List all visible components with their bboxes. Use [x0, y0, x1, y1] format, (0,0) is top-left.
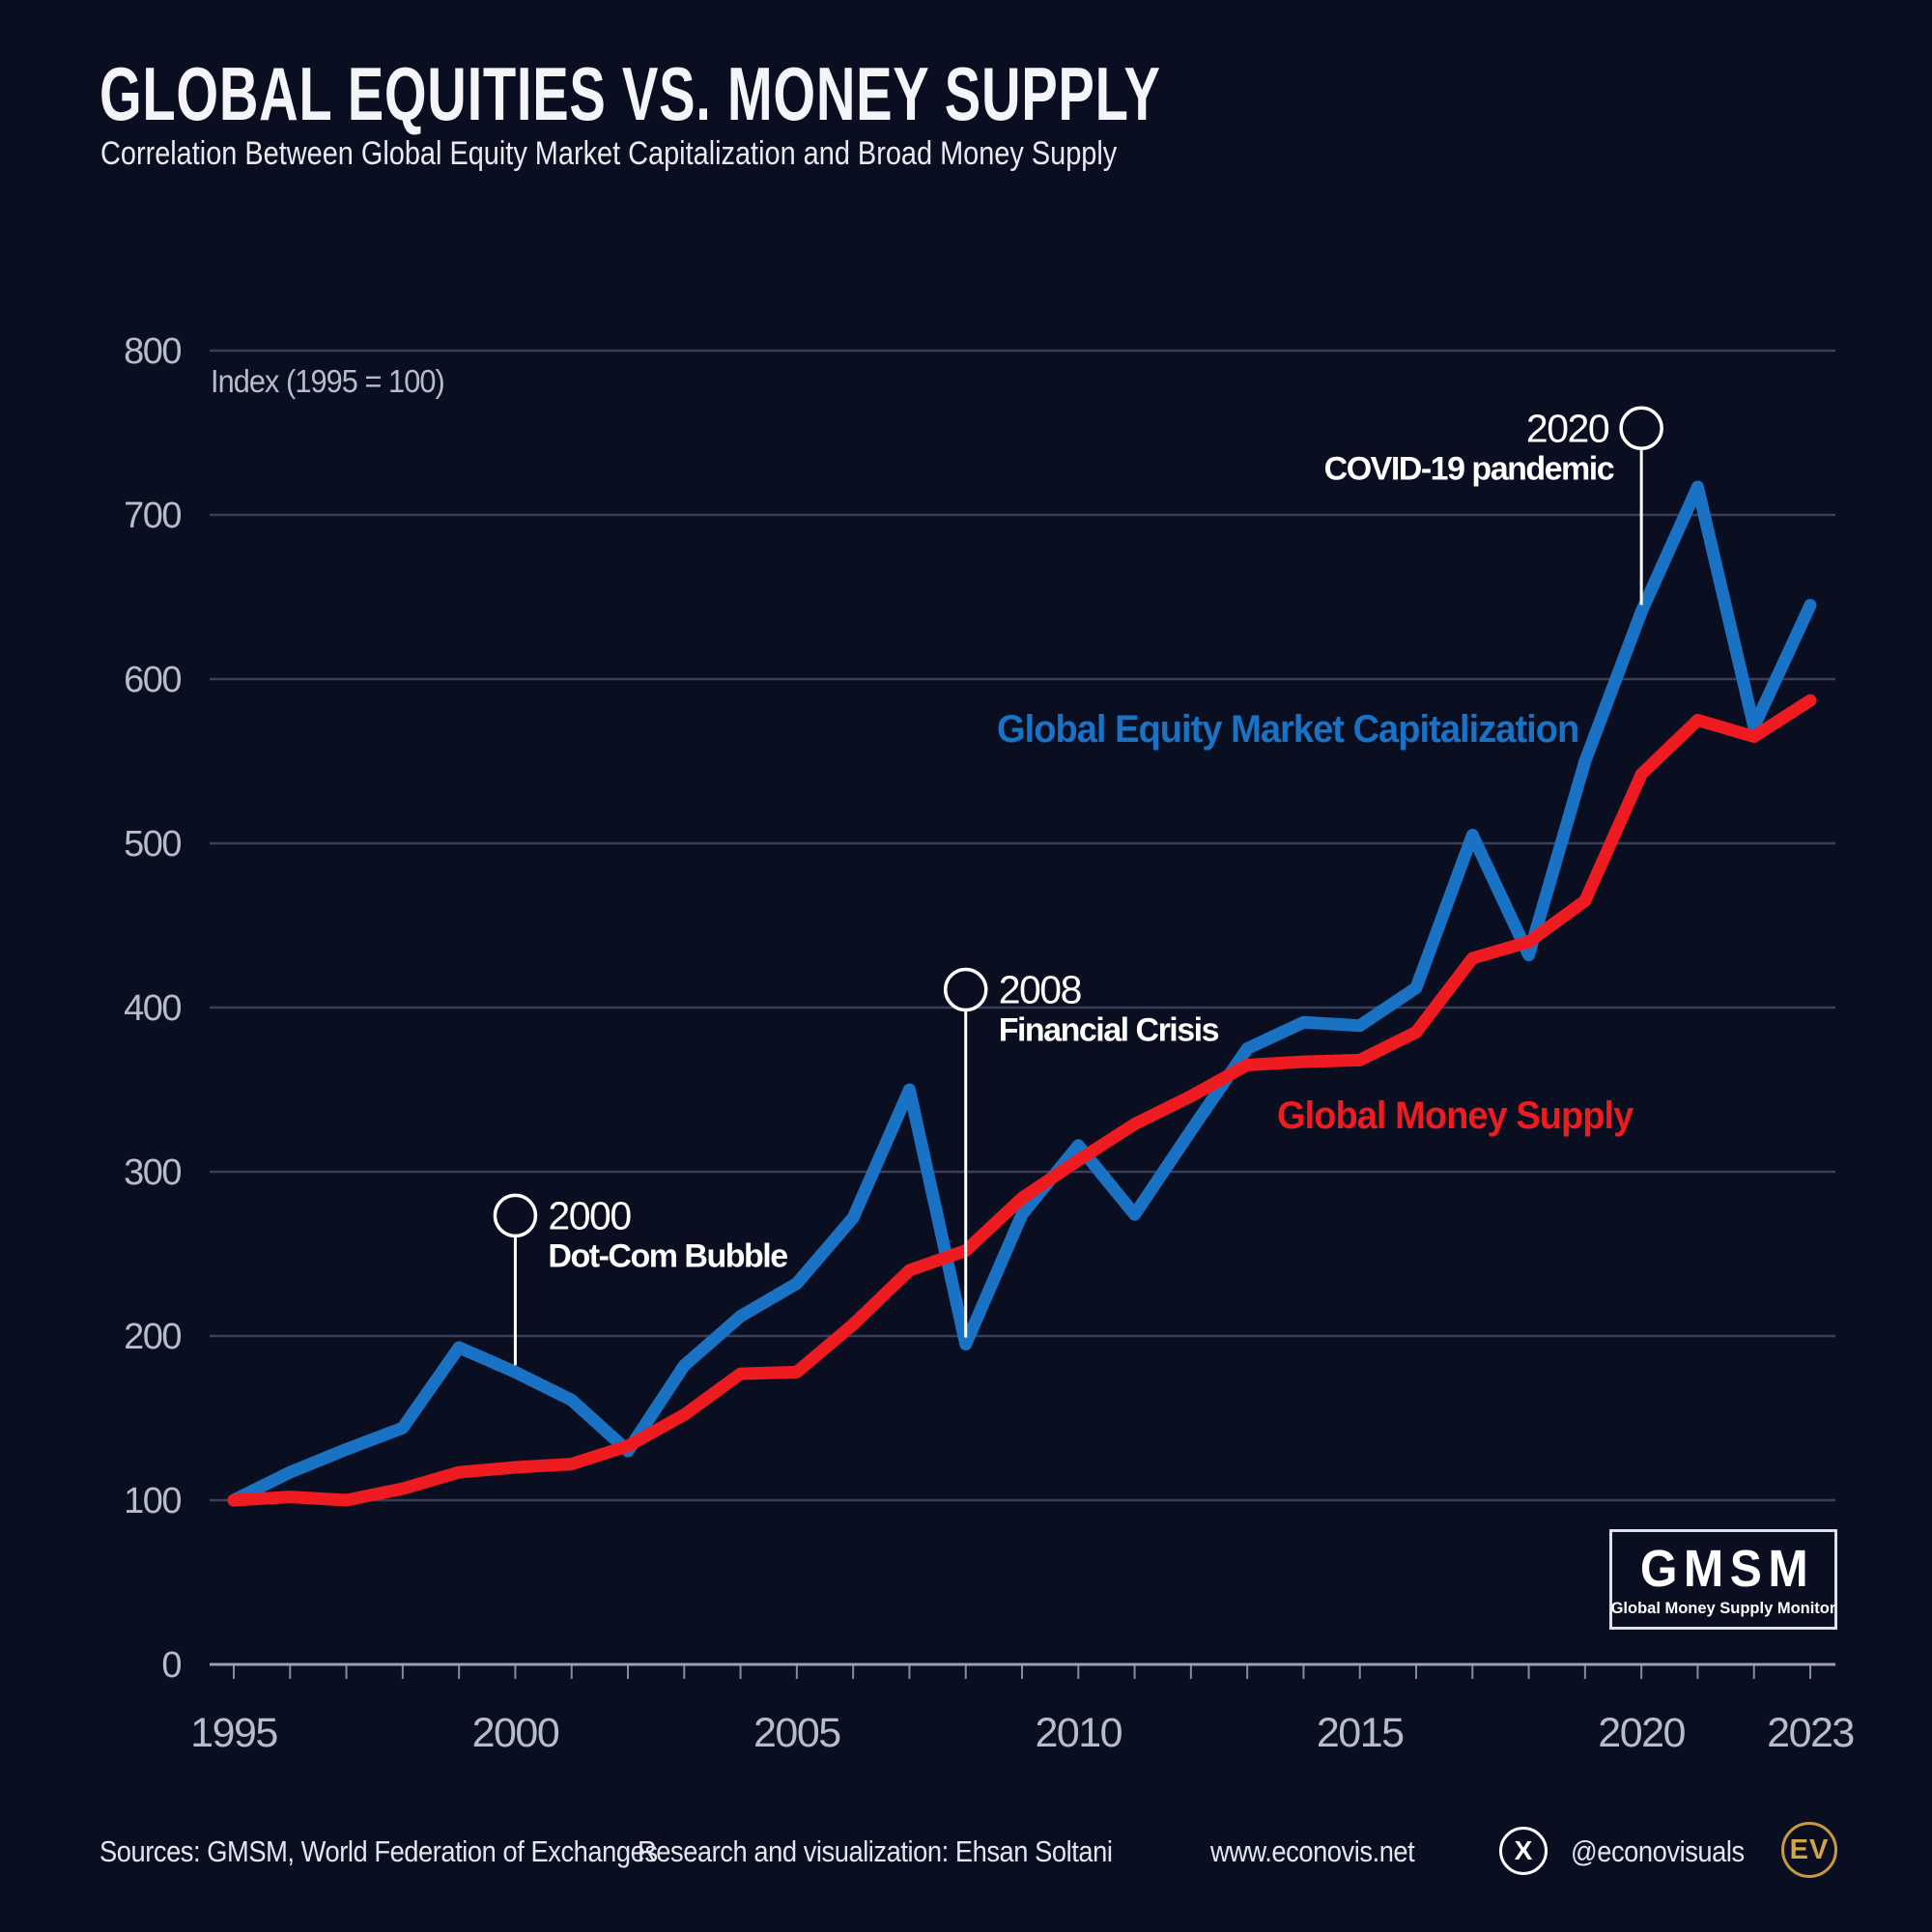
footer-research: Research and visualization: Ehsan Soltan…: [638, 1834, 1113, 1868]
x-tick-label: 2023: [1767, 1710, 1854, 1756]
y-tick-label: 100: [124, 1481, 181, 1521]
ev-logo-icon: EV: [1781, 1822, 1837, 1878]
x-tick-label: 2010: [1035, 1710, 1122, 1756]
y-tick-label: 500: [124, 824, 181, 865]
equity-line: [227, 480, 1817, 1507]
legend-money-label: Global Money Supply: [1277, 1094, 1634, 1137]
annotation-year: 2020: [1526, 406, 1609, 450]
annotation-year: 2008: [999, 968, 1082, 1012]
index-note: Index (1995 = 100): [211, 363, 445, 399]
y-tick-label: 800: [124, 331, 181, 372]
y-tick-label: 700: [124, 496, 181, 536]
money-line: [227, 694, 1817, 1507]
annotation-year: 2000: [548, 1193, 631, 1237]
y-tick-label: 300: [124, 1152, 181, 1193]
gmsm-logo-box: GMSM Global Money Supply Monitor: [1609, 1529, 1837, 1630]
x-tick-label: 2005: [753, 1710, 840, 1756]
annotation-circle: [1619, 406, 1663, 451]
x-logo-icon[interactable]: X: [1499, 1827, 1548, 1875]
page-title: GLOBAL EQUITIES VS. MONEY SUPPLY: [99, 51, 1161, 136]
y-tick-label: 400: [124, 988, 181, 1029]
y-tick-label: 0: [161, 1645, 181, 1686]
y-tick-label: 200: [124, 1317, 181, 1357]
x-tick-label: 2015: [1317, 1710, 1404, 1756]
money-polyline: [227, 694, 1817, 1507]
gmsm-acronym: GMSM: [1639, 1539, 1814, 1598]
gmsm-full-name: Global Money Supply Monitor: [1610, 1598, 1836, 1617]
x-tick-label: 2020: [1598, 1710, 1685, 1756]
annotation-circle: [493, 1193, 538, 1238]
gridlines: [210, 349, 1835, 1502]
x-tick-label: 2000: [472, 1710, 559, 1756]
x-axis: [210, 1662, 1835, 1679]
legend-equity-label: Global Equity Market Capitalization: [997, 708, 1579, 751]
annotation-circle: [943, 967, 988, 1012]
page-subtitle: Correlation Between Global Equity Market…: [100, 135, 1118, 172]
annotation-event: Financial Crisis: [999, 1012, 1219, 1049]
annotation-event: COVID-19 pandemic: [1324, 450, 1614, 487]
equity-polyline: [227, 480, 1817, 1507]
y-tick-label: 600: [124, 660, 181, 700]
footer-website-link[interactable]: www.econovis.net: [1210, 1834, 1415, 1868]
footer-x-handle[interactable]: @econovisuals: [1571, 1834, 1745, 1868]
x-axis-labels: 1995 2000 2005 2010 2015 2020 2023: [190, 1710, 1856, 1756]
footer-sources: Sources: GMSM, World Federation of Excha…: [99, 1834, 658, 1868]
x-tick-label: 1995: [190, 1710, 277, 1756]
annotation-event: Dot-Com Bubble: [548, 1237, 787, 1274]
y-axis-labels: 0 100 200 300 400 500 600 700 800: [124, 331, 183, 1686]
